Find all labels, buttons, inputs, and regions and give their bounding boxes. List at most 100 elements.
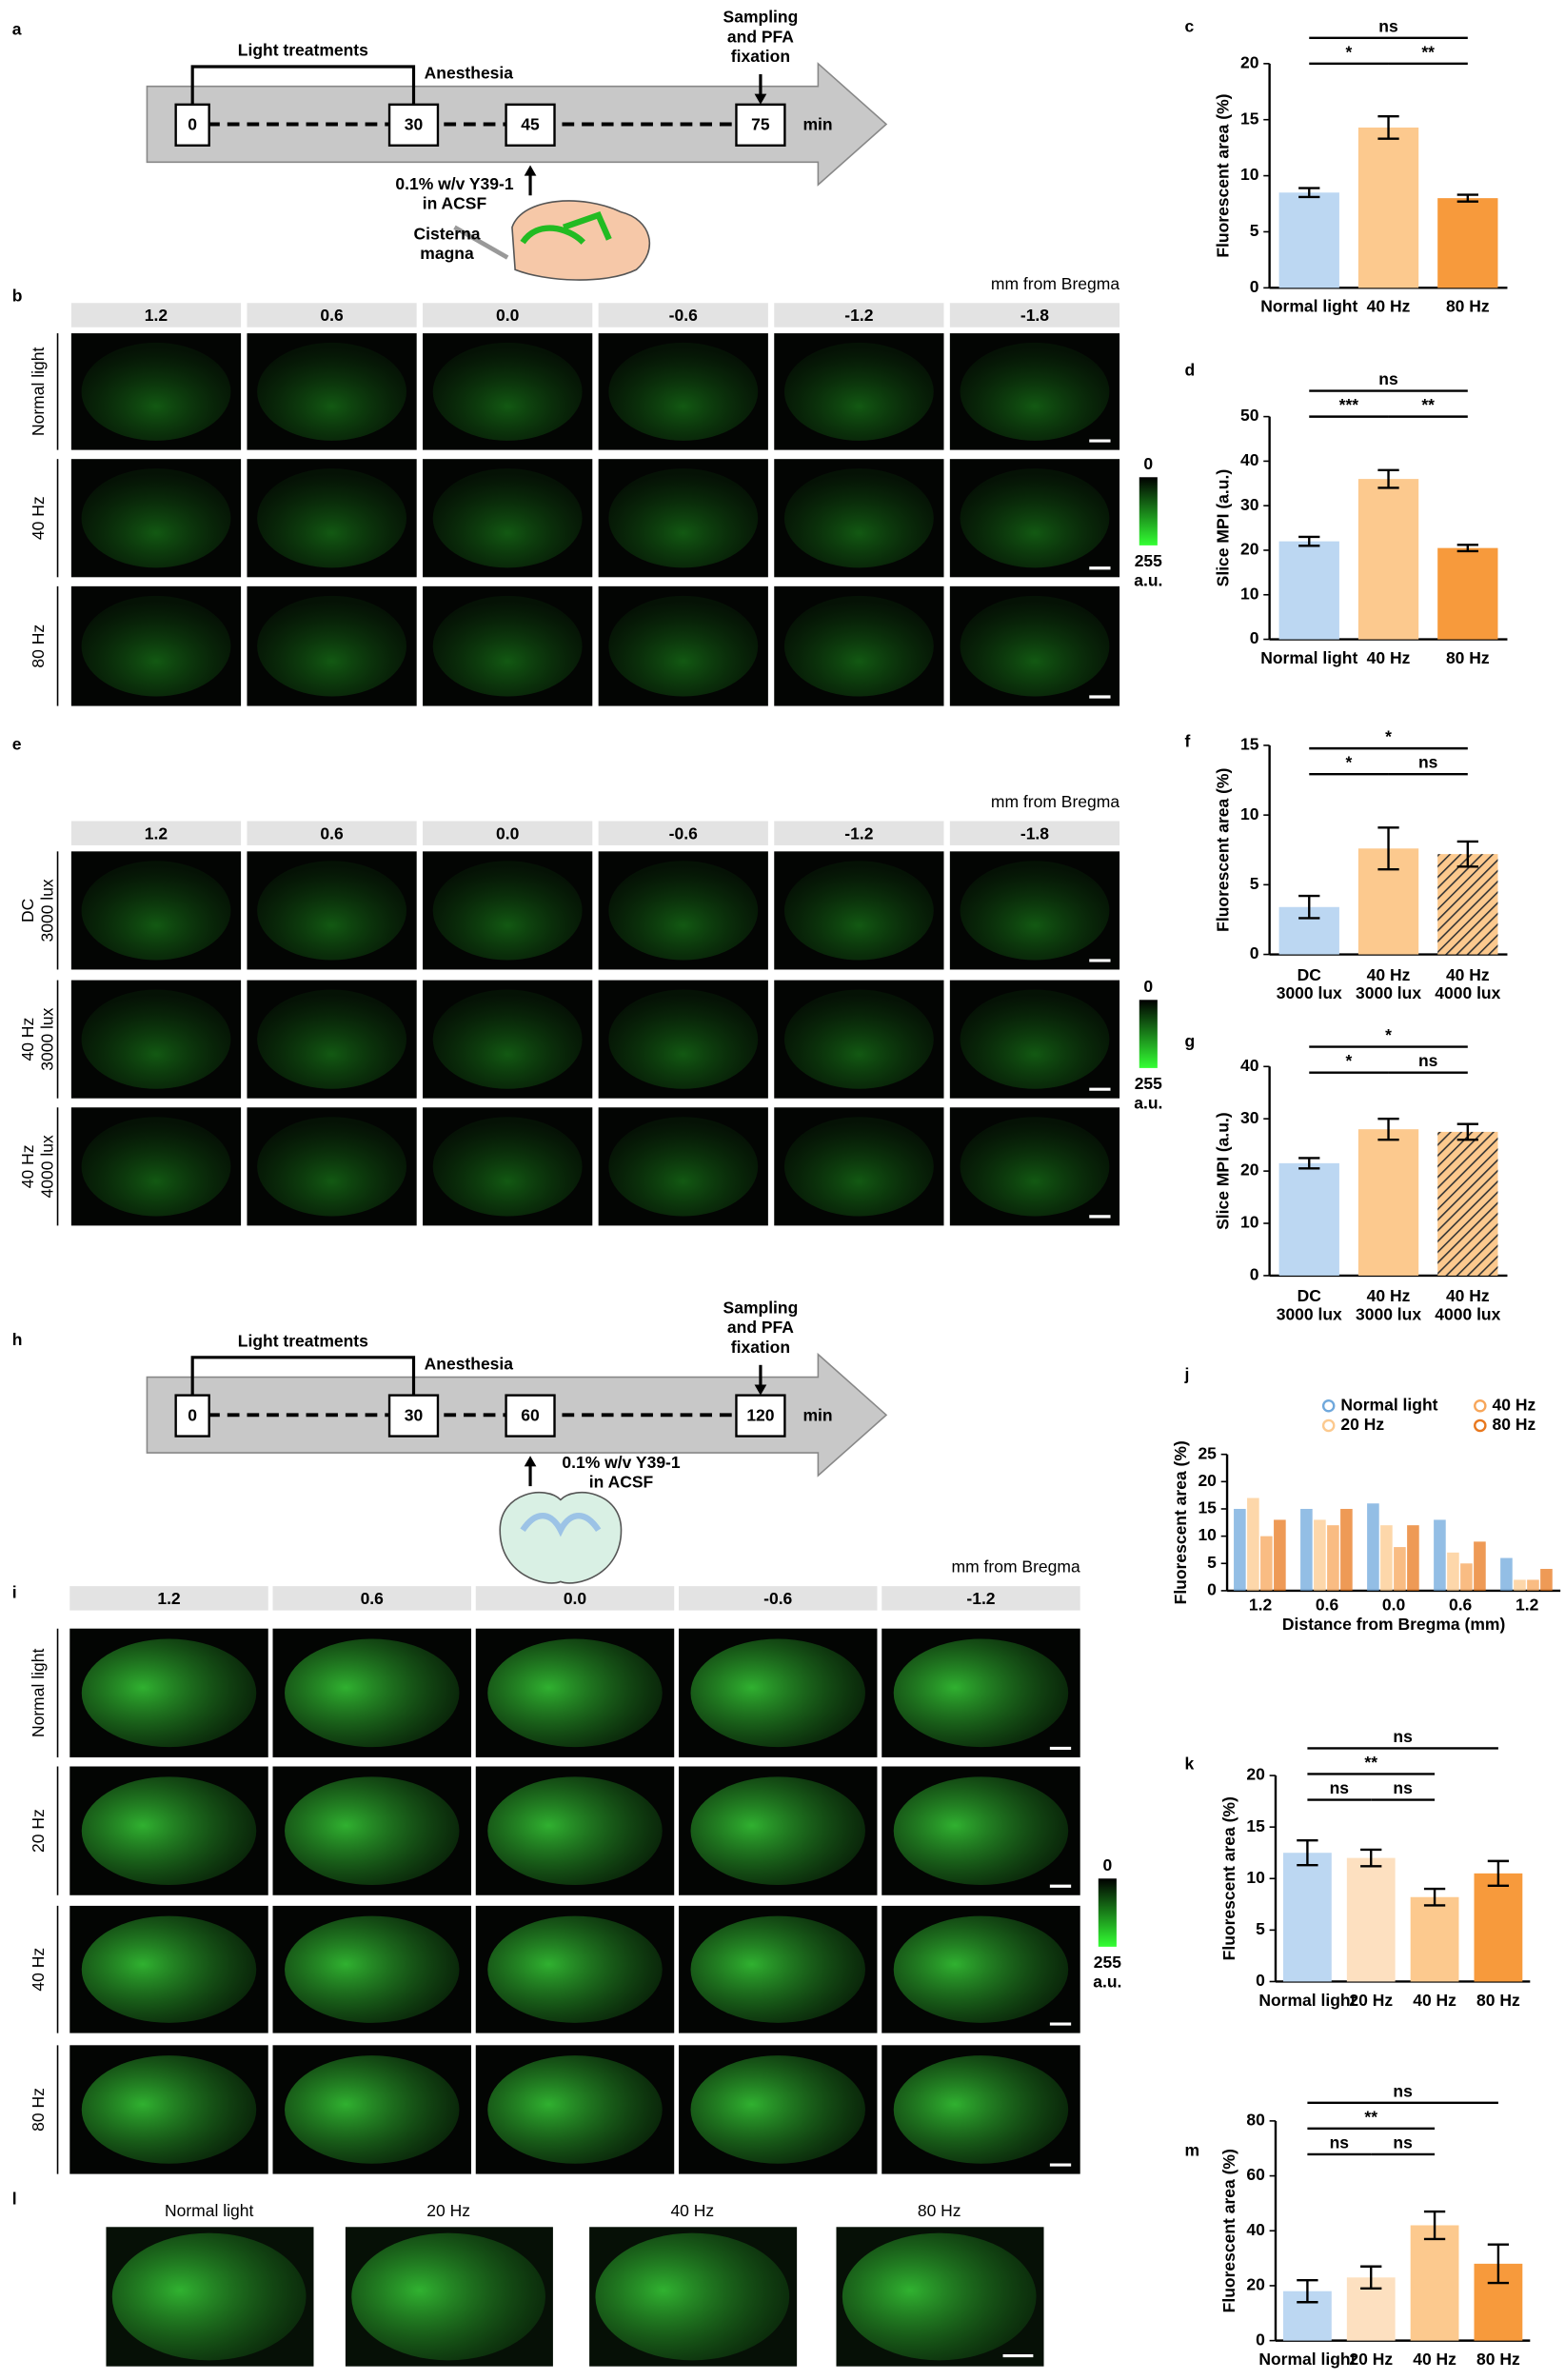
x-tick-label: Normal light — [1258, 2350, 1356, 2369]
panel-label: m — [1185, 2140, 1200, 2159]
column-header: -1.8 — [1020, 823, 1049, 843]
sagittal-slice — [842, 2232, 1037, 2361]
timepoint-box — [174, 103, 210, 147]
timepoint-box — [735, 1394, 786, 1438]
error-bar — [1377, 826, 1399, 871]
x-tick-label: Normal light — [1258, 1991, 1356, 2010]
column-header-bg — [678, 1586, 878, 1611]
end-label: and PFA — [727, 27, 794, 46]
column-header-bg — [272, 1586, 471, 1611]
column-header: -1.2 — [966, 1589, 995, 1608]
column-header-bg — [247, 821, 417, 845]
y-tick-label: 0 — [1256, 1971, 1265, 1990]
significance-label: * — [1385, 727, 1392, 746]
y-tick-label: 0 — [1250, 628, 1259, 647]
error-bar — [1360, 2265, 1382, 2291]
brain-slice — [81, 989, 231, 1089]
brain-slice — [960, 861, 1110, 961]
brain-slice — [432, 342, 583, 441]
brain-slice — [81, 468, 231, 568]
row-label: Normal light — [29, 347, 48, 436]
panel-label: b — [12, 287, 23, 306]
bracket-label: Light treatments — [238, 1332, 368, 1351]
injection-label: 0.1% w/v Y39-1 — [395, 174, 513, 193]
error-bar — [1298, 535, 1320, 547]
panel-label: f — [1185, 731, 1191, 750]
y-tick-label: 5 — [1250, 221, 1259, 240]
brain-slice — [285, 1638, 460, 1748]
brain-slice — [257, 1117, 406, 1217]
y-tick-label: 10 — [1240, 165, 1259, 184]
brain-slice — [608, 861, 759, 961]
y-tick-label: 30 — [1240, 495, 1259, 514]
x-tick-label: 80 Hz — [1446, 648, 1490, 667]
x-tick-label: 40 Hz 4000 lux — [1435, 964, 1500, 1002]
error-bar — [1298, 187, 1320, 199]
timepoint: 30 — [405, 1406, 424, 1425]
significance-label: ns — [1393, 2132, 1413, 2152]
column-header-bg — [598, 821, 768, 845]
brain-slice — [783, 468, 934, 568]
column-header: 0.6 — [320, 306, 344, 325]
x-tick-label: 40 Hz 3000 lux — [1356, 1286, 1421, 1323]
timepoint: 30 — [405, 115, 424, 134]
timepoint-box — [505, 1394, 556, 1438]
x-tick-label: 80 Hz — [1446, 297, 1490, 316]
row-label: DC — [18, 899, 37, 922]
y-tick-label: 10 — [1240, 804, 1259, 823]
x-tick-label: 20 Hz — [1349, 1991, 1393, 2010]
end-label: Sampling — [723, 8, 799, 27]
legend-label: 20 Hz — [1340, 1415, 1384, 1434]
panel-label: i — [12, 1583, 17, 1602]
y-axis-label: Fluorescent area (%) — [1219, 1796, 1238, 1960]
colorbar-min: 0 — [1143, 977, 1153, 996]
x-tick-label: 80 Hz — [1476, 1991, 1520, 2010]
colorbar-min: 0 — [1143, 454, 1153, 473]
x-tick-label: 40 Hz — [1413, 2350, 1456, 2369]
brain-slice — [960, 468, 1110, 568]
brain-slice — [487, 1776, 663, 1885]
bar — [1346, 1857, 1396, 1982]
panel-label: l — [12, 2189, 17, 2208]
column-header-bg — [774, 303, 944, 327]
bar — [1283, 1853, 1332, 1982]
event-label: Anesthesia — [425, 64, 514, 83]
column-header-bg — [423, 821, 593, 845]
unit: min — [802, 115, 832, 134]
error-bar — [1360, 1848, 1382, 1868]
y-tick-label: 40 — [1246, 2220, 1265, 2239]
brain-slice — [690, 1915, 865, 2023]
column-header: 0.0 — [496, 823, 520, 843]
panel-label: a — [12, 19, 22, 38]
column-header-bg — [70, 303, 242, 327]
y-tick-label: 20 — [1240, 540, 1259, 559]
panel-label: d — [1185, 361, 1196, 380]
error-bar — [1298, 1157, 1320, 1170]
column-header: -1.2 — [844, 823, 873, 843]
colorbar — [1098, 1878, 1117, 1947]
bar — [1410, 2225, 1459, 2341]
row-label: 4000 lux — [38, 1135, 57, 1198]
timepoint: 75 — [751, 115, 770, 134]
timepoint: 0 — [188, 1406, 197, 1425]
y-tick-label: 15 — [1240, 109, 1259, 128]
bracket — [190, 65, 416, 105]
end-label: Sampling — [723, 1299, 799, 1318]
brain-slice — [432, 595, 583, 697]
error-bar — [1487, 2243, 1510, 2285]
column-header: 0.6 — [320, 823, 344, 843]
brain-slice — [432, 989, 583, 1089]
significance-label: ns — [1418, 753, 1438, 772]
row-label: 40 Hz — [18, 1018, 37, 1061]
brain-slice — [608, 989, 759, 1089]
panel-label: h — [12, 1330, 23, 1349]
row-label: Normal light — [29, 1649, 48, 1737]
bar — [1260, 1536, 1273, 1591]
legend-label: Normal light — [1340, 1395, 1437, 1414]
grid-unit: mm from Bregma — [952, 1557, 1080, 1577]
y-axis-label: Fluorescent area (%) — [1219, 2149, 1238, 2312]
timepoint: 45 — [521, 115, 540, 134]
bar — [1247, 1497, 1259, 1591]
colorbar — [1139, 477, 1158, 545]
brain-slice — [432, 861, 583, 961]
